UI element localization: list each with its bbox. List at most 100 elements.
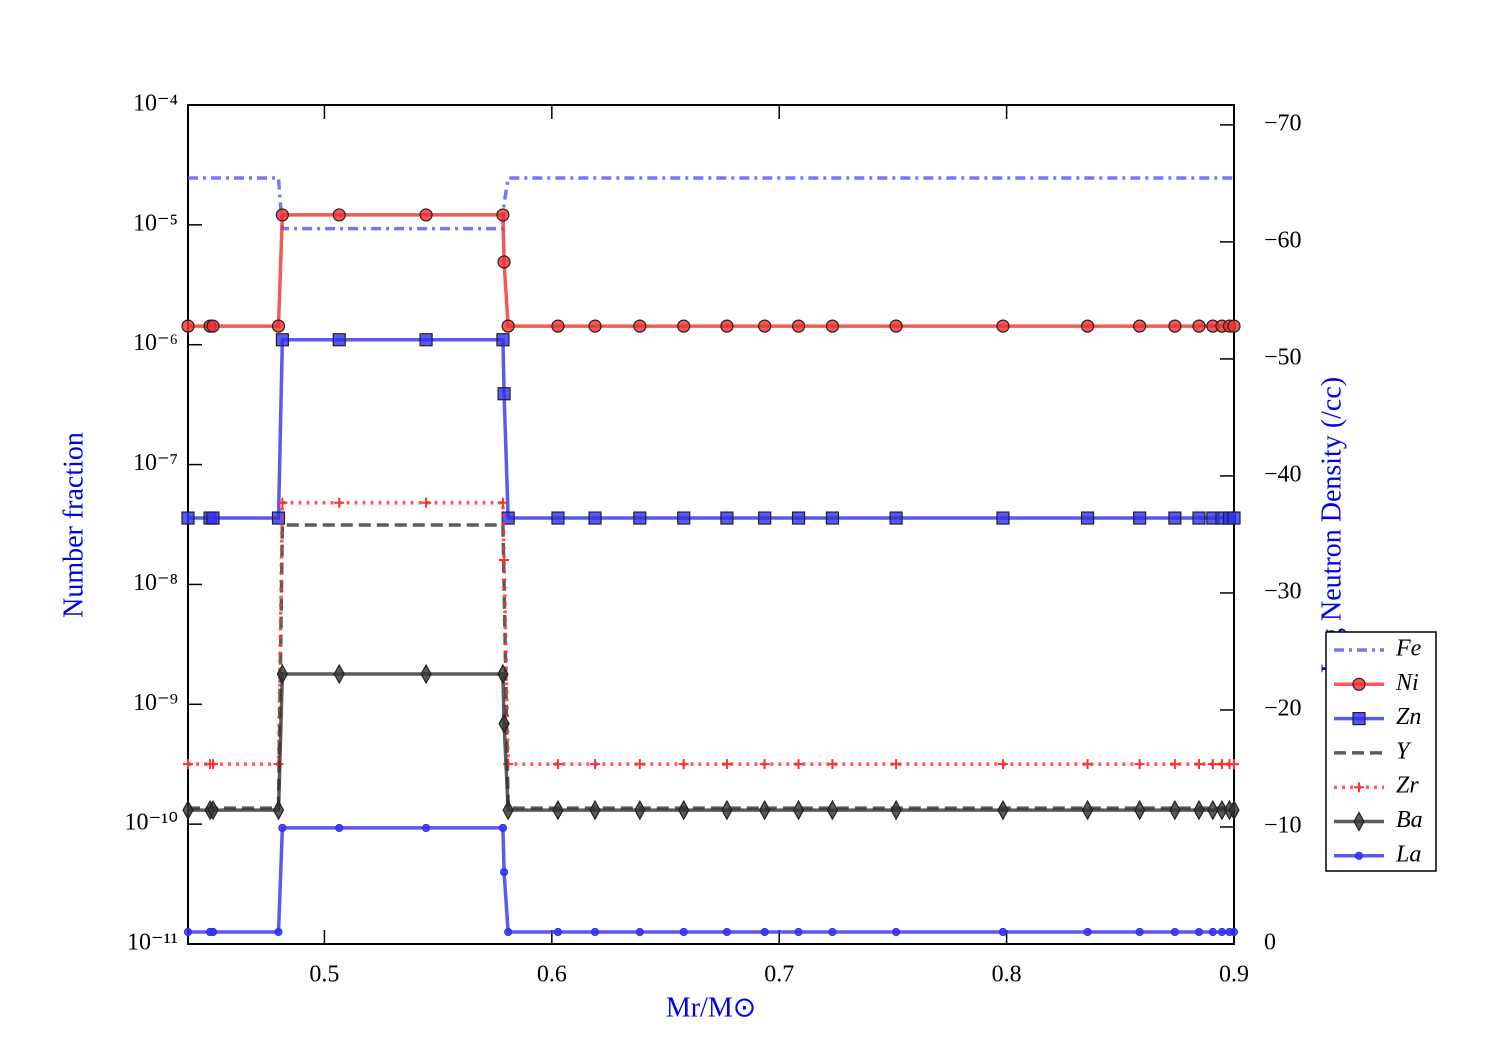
marker (997, 799, 1009, 821)
marker (1229, 927, 1239, 937)
marker (496, 333, 510, 347)
marker (499, 554, 510, 565)
marker (758, 319, 772, 333)
y-tick-label: 10⁻⁵ (133, 210, 178, 236)
legend-label: Zr (1396, 773, 1419, 799)
marker (551, 511, 565, 525)
marker (890, 799, 902, 821)
marker (678, 759, 689, 770)
x-tick-label: 0.9 (1219, 962, 1249, 988)
marker (498, 713, 510, 734)
marker (633, 511, 647, 525)
legend-label: Fe (1395, 636, 1422, 662)
marker (635, 927, 644, 937)
marker (1228, 799, 1240, 821)
marker (497, 497, 508, 508)
legend-label: Ni (1395, 670, 1419, 696)
series-line (188, 523, 1234, 810)
marker (1208, 927, 1217, 937)
series-line (188, 176, 1234, 231)
marker (1082, 759, 1093, 770)
marker (419, 208, 433, 222)
marker (1080, 319, 1095, 333)
marker (791, 319, 806, 333)
marker (1229, 759, 1239, 770)
marker (996, 319, 1010, 333)
marker (826, 799, 839, 821)
marker (589, 799, 601, 821)
marker (996, 511, 1010, 525)
marker (1168, 319, 1182, 333)
legend-marker (1353, 811, 1365, 832)
marker (274, 927, 283, 937)
marker (721, 759, 732, 770)
marker (759, 759, 770, 770)
marker (678, 799, 690, 821)
marker (891, 759, 902, 770)
marker (1135, 927, 1144, 937)
series-line (188, 672, 1234, 812)
marker (1133, 799, 1146, 821)
marker (1227, 511, 1241, 525)
x-tick-label: 0.8 (992, 962, 1022, 988)
y-tick-label: 10⁻⁴ (133, 91, 178, 117)
marker (1168, 511, 1182, 525)
marker (553, 927, 563, 937)
marker (182, 799, 194, 821)
marker (794, 927, 803, 937)
marker (277, 497, 288, 508)
marker (552, 799, 564, 821)
marker (496, 208, 510, 222)
marker (1083, 927, 1092, 937)
y2-tick-label: −70 (1264, 110, 1302, 136)
marker (499, 867, 509, 877)
x-axis-label: Mr/M⊙ (666, 992, 756, 1023)
marker (275, 333, 289, 347)
marker (421, 497, 432, 508)
marker (722, 927, 732, 937)
marker (1081, 799, 1094, 821)
marker (1192, 319, 1206, 333)
marker (634, 799, 646, 821)
marker (419, 333, 433, 347)
marker (1169, 799, 1181, 821)
marker (1217, 927, 1227, 937)
marker (588, 319, 602, 333)
marker (792, 799, 805, 821)
marker (501, 319, 515, 333)
marker (1170, 927, 1179, 937)
marker (497, 663, 509, 685)
marker (677, 511, 691, 525)
y-tick-label: 10⁻⁷ (133, 450, 178, 476)
marker (1133, 319, 1147, 333)
marker (791, 511, 806, 525)
marker (1133, 511, 1147, 525)
marker (335, 823, 344, 833)
legend-label: La (1395, 841, 1421, 867)
marker (1194, 927, 1204, 937)
legend-label: Ba (1396, 807, 1423, 833)
marker (1192, 511, 1206, 525)
marker (891, 927, 901, 937)
legend-marker (1352, 711, 1366, 726)
marker (889, 319, 903, 333)
marker (1216, 799, 1228, 821)
y2-tick-label: −50 (1264, 344, 1302, 370)
marker (181, 319, 195, 333)
marker (679, 927, 688, 937)
marker (1080, 511, 1095, 525)
marker (276, 663, 289, 685)
marker (334, 497, 345, 508)
marker (827, 759, 838, 770)
marker (828, 927, 837, 937)
y-tick-label: 10⁻⁹ (133, 690, 178, 716)
x-tick-label: 0.6 (537, 962, 567, 988)
marker (998, 927, 1008, 937)
marker (1169, 759, 1180, 770)
marker (551, 319, 565, 333)
y2-tick-label: −30 (1264, 578, 1302, 604)
marker (420, 663, 432, 685)
legend-label: Y (1396, 738, 1412, 764)
y2-tick-label: −40 (1264, 461, 1302, 487)
